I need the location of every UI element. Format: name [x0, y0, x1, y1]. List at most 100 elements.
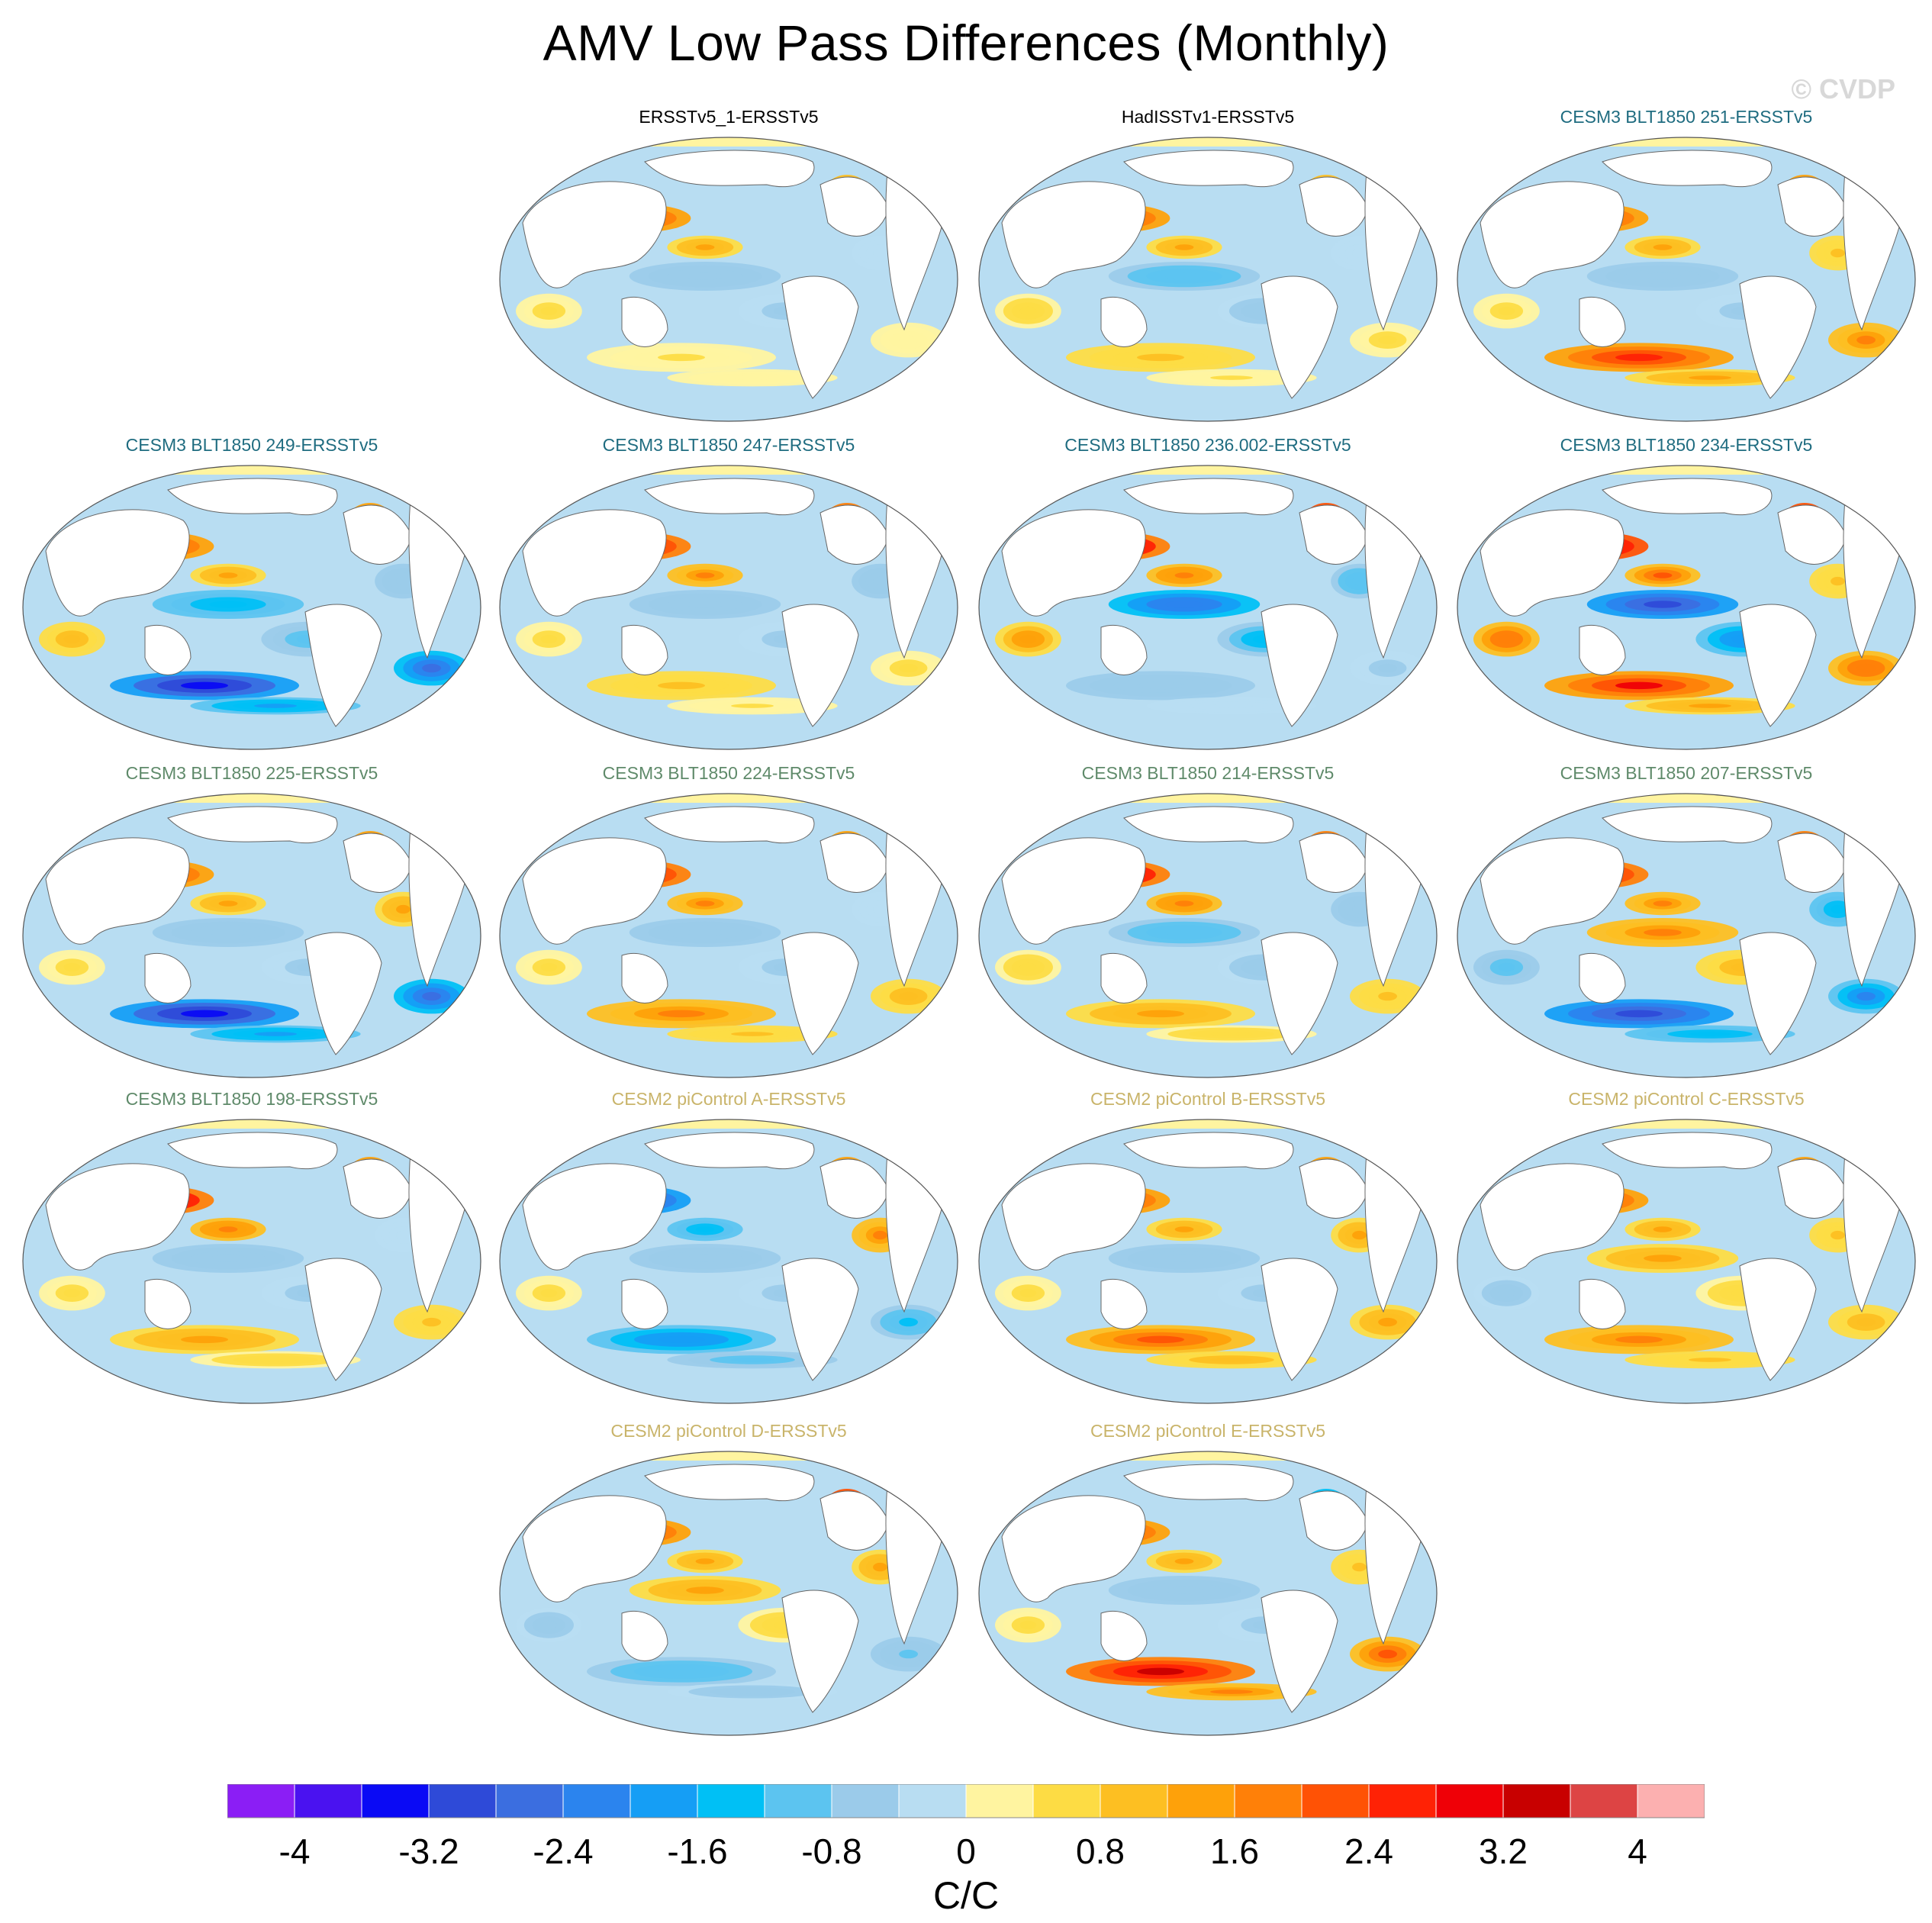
anomaly-contour [1019, 634, 1037, 644]
colorbar-swatch [562, 1784, 631, 1818]
map-panel: CESM2 piControl C-ERSSTv5 [1450, 1089, 1923, 1409]
anomaly-contour [254, 1358, 297, 1362]
anomaly-contour [1210, 1689, 1253, 1694]
anomaly-contour [1137, 1335, 1184, 1344]
colorbar-units-label: C/C [932, 1874, 1000, 1917]
map-border [1457, 137, 1916, 422]
anomaly-contour [1210, 1358, 1253, 1362]
anomaly-contour [1615, 681, 1663, 690]
anomaly-contour [873, 1230, 887, 1240]
anomaly-contour [1019, 306, 1037, 316]
anomaly-contour [1498, 306, 1515, 316]
anomaly-contour [899, 335, 918, 345]
global-map [499, 465, 958, 750]
anomaly-contour [1689, 375, 1731, 380]
landmass [781, 275, 859, 399]
anomaly-contour [1137, 1667, 1184, 1676]
landmass [1261, 932, 1338, 1055]
sst-field [979, 1451, 1437, 1735]
landmass [1579, 952, 1626, 1003]
landmass [522, 181, 667, 288]
landmass [781, 1258, 859, 1381]
anomaly-contour [1352, 248, 1367, 258]
global-map [22, 1119, 481, 1404]
landmass [644, 1132, 815, 1170]
panel-title: CESM2 piControl C-ERSSTv5 [1568, 1089, 1805, 1109]
colorbar-swatch [697, 1784, 765, 1818]
colorbar-swatch [1502, 1784, 1571, 1818]
colorbar-swatch [764, 1784, 832, 1818]
map-panel: CESM3 BLT1850 251-ERSSTv5 [1450, 107, 1923, 427]
global-map [1457, 465, 1916, 750]
colorbar-swatch [1234, 1784, 1302, 1818]
global-map [1457, 1119, 1916, 1404]
sst-field [500, 794, 958, 1077]
chart-title: AMV Low Pass Differences (Monthly) [543, 14, 1389, 71]
colorbar-swatch [630, 1784, 698, 1818]
landmass [781, 604, 859, 727]
map-border [499, 1451, 958, 1736]
landmass [1001, 509, 1146, 617]
anomaly-contour [1689, 1032, 1731, 1036]
anomaly-contour [540, 634, 558, 644]
map-border [499, 465, 958, 750]
sst-field [500, 137, 958, 421]
landmass [1123, 806, 1294, 844]
landmass [1261, 604, 1338, 727]
landmass [1100, 1610, 1148, 1661]
anomaly-contour [1644, 1255, 1682, 1262]
anomaly-contour [1352, 576, 1367, 586]
anomaly-contour [396, 576, 411, 586]
sst-field [1457, 137, 1915, 421]
anomaly-contour [899, 1649, 918, 1659]
map-panel: ERSSTv5_1-ERSSTv5 [492, 107, 965, 427]
anomaly-contour [899, 1317, 918, 1327]
cvdp-watermark: © CVDP [1791, 73, 1895, 105]
anomaly-contour [658, 1667, 705, 1676]
anomaly-contour [731, 375, 774, 380]
panel-title: CESM3 BLT1850 224-ERSSTv5 [602, 763, 855, 783]
map-border [978, 1119, 1438, 1404]
landmass [1579, 1278, 1626, 1329]
map-panel: CESM3 BLT1850 234-ERSSTv5 [1450, 435, 1923, 755]
panel-title: ERSSTv5_1-ERSSTv5 [639, 107, 819, 127]
anomaly-contour [1856, 663, 1876, 673]
sst-field [23, 465, 481, 749]
anomaly-contour [1378, 335, 1397, 345]
panel-title: CESM3 BLT1850 234-ERSSTv5 [1560, 435, 1813, 455]
landmass [1001, 1495, 1146, 1602]
map-panel-grid: ERSSTv5_1-ERSSTv5 HadISSTv1-ERSSTv5 CESM3 … [22, 107, 1923, 1741]
anomaly-contour [1856, 335, 1876, 345]
landmass [1261, 1258, 1338, 1381]
global-map [22, 465, 481, 750]
landmass [1579, 296, 1626, 347]
anomaly-contour [695, 1558, 715, 1564]
panel-title: CESM3 BLT1850 207-ERSSTv5 [1560, 763, 1813, 783]
anomaly-contour [1165, 929, 1203, 936]
map-panel: CESM3 BLT1850 207-ERSSTv5 [1450, 763, 1923, 1084]
map-panel: CESM2 piControl E-ERSSTv5 [971, 1421, 1444, 1741]
anomaly-contour [1653, 900, 1673, 907]
panel-title: CESM3 BLT1850 225-ERSSTv5 [125, 763, 378, 783]
landmass [1261, 275, 1338, 399]
landmass [1100, 296, 1148, 347]
landmass [1739, 932, 1817, 1055]
anomaly-contour [873, 904, 887, 914]
anomaly-contour [1174, 1558, 1194, 1564]
colorbar-tick-label: -1.6 [667, 1831, 727, 1871]
landmass [1123, 1464, 1294, 1502]
anomaly-contour [686, 929, 724, 936]
anomaly-contour [1352, 904, 1367, 914]
anomaly-contour [686, 601, 724, 608]
anomaly-contour [1174, 244, 1194, 250]
landmass [167, 478, 338, 516]
anomaly-contour [1653, 1226, 1673, 1232]
landmass [1001, 837, 1146, 945]
anomaly-contour [1831, 1230, 1845, 1240]
anomaly-contour [1165, 601, 1203, 608]
anomaly-contour [1378, 663, 1397, 673]
anomaly-contour [1210, 704, 1253, 708]
landmass [1100, 624, 1148, 675]
colorbar-swatch [831, 1784, 900, 1818]
anomaly-contour [181, 1010, 228, 1018]
